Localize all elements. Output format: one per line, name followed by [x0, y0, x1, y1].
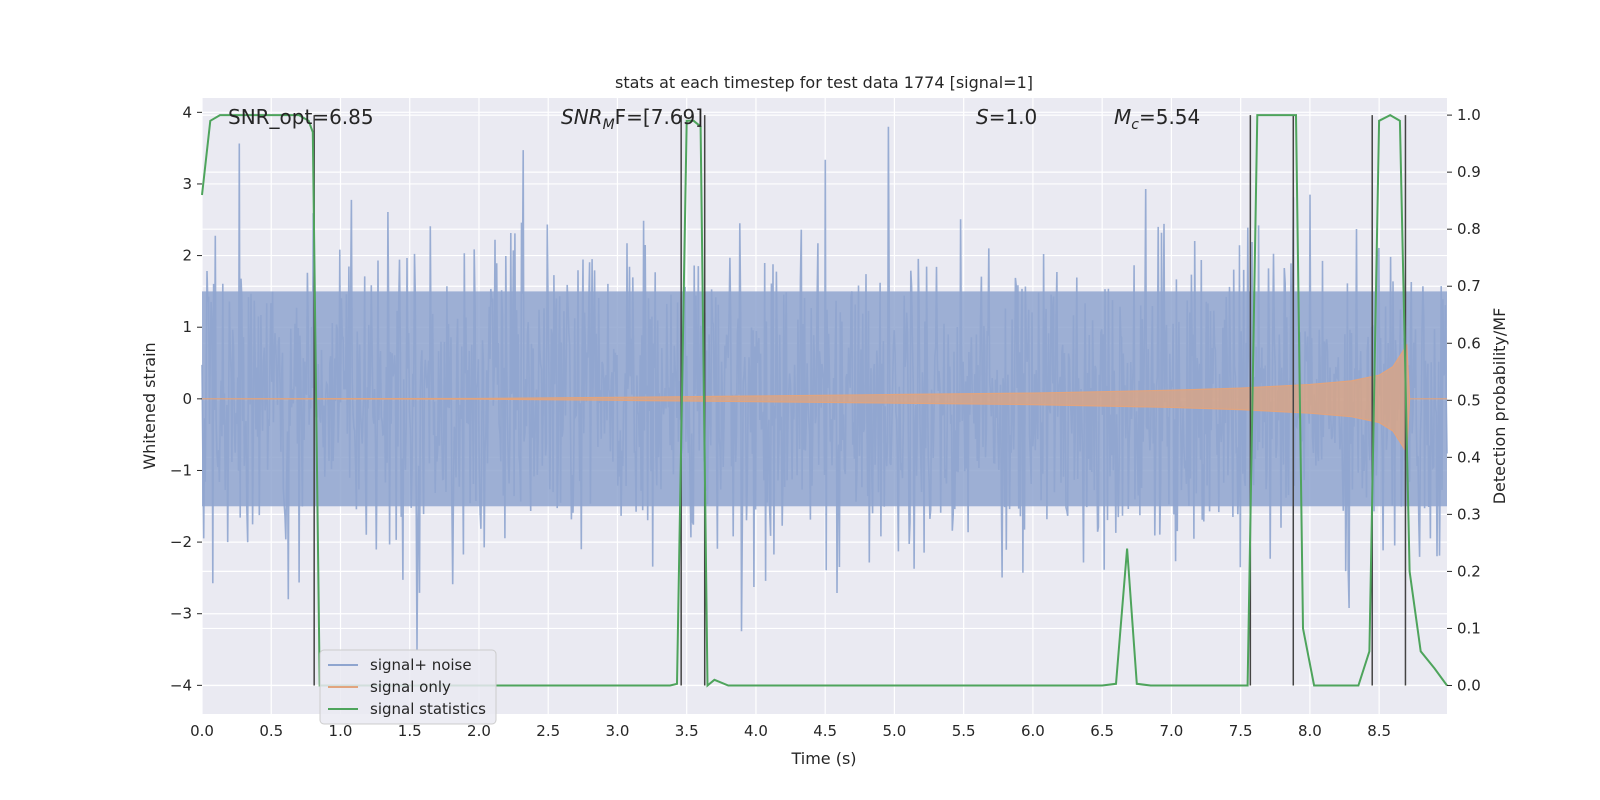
y-right-tick-label-1: 0.9 [1457, 163, 1481, 181]
x-tick-label-6: 3.0 [606, 722, 630, 740]
y-right-tick-label-5: 0.5 [1457, 391, 1481, 409]
y-right-tick-label-4: 0.6 [1457, 334, 1481, 352]
legend: signal+ noise signal only signal statist… [319, 649, 497, 725]
x-tick-label-17: 8.5 [1367, 722, 1391, 740]
y-right-tick-label-2: 0.8 [1457, 220, 1481, 238]
legend-label-signal-statistics: signal statistics [370, 700, 486, 718]
y-left-tick-label-5: −1 [170, 461, 192, 479]
annotation-snr-mf-rest: F=[7.69] [615, 105, 703, 129]
annotation-mc-rest: =5.54 [1139, 105, 1200, 129]
y-axis-left-ticks: 4 3 2 1 0 −1 −2 −3 −4 [170, 103, 202, 694]
series-signal-only [201, 343, 1447, 455]
y-axis-left-label: Whitened strain [140, 342, 159, 469]
y-right-tick-label-8: 0.2 [1457, 562, 1481, 580]
chart-title: stats at each timestep for test data 177… [615, 73, 1033, 92]
x-tick-label-7: 3.5 [675, 722, 699, 740]
x-tick-label-14: 7.0 [1159, 722, 1183, 740]
x-tick-label-8: 4.0 [744, 722, 768, 740]
x-tick-label-3: 1.5 [398, 722, 422, 740]
annotation-snr-opt: SNR_opt=6.85 [228, 105, 374, 129]
y-left-tick-label-3: 1 [182, 318, 192, 336]
y-right-tick-label-6: 0.4 [1457, 448, 1481, 466]
y-left-tick-label-1: 3 [182, 175, 192, 193]
y-right-tick-label-9: 0.1 [1457, 619, 1481, 637]
x-tick-label-5: 2.5 [536, 722, 560, 740]
annotation-snr-mf-base: SNR [561, 105, 603, 129]
x-tick-label-0: 0.0 [190, 722, 214, 740]
x-tick-label-11: 5.5 [952, 722, 976, 740]
y-left-tick-label-7: −3 [170, 605, 192, 623]
y-axis-right-label: Detection probability/MF [1490, 308, 1509, 505]
x-tick-label-15: 7.5 [1229, 722, 1253, 740]
annotation-s-base: S [976, 105, 989, 129]
x-tick-label-1: 0.5 [259, 722, 283, 740]
annotation-snr-mf: SNRMF=[7.69] [561, 105, 703, 133]
annotation-mc-value: Mc=5.54 [1114, 105, 1200, 133]
x-axis-label: Time (s) [790, 749, 856, 768]
annotation-snr-mf-sub: M [603, 117, 615, 133]
y-left-tick-label-8: −4 [170, 676, 192, 694]
y-right-tick-label-7: 0.3 [1457, 505, 1481, 523]
y-left-tick-label-0: 4 [182, 103, 192, 121]
y-left-tick-label-4: 0 [182, 390, 192, 408]
annotation-mc-base: M [1114, 105, 1131, 129]
y-right-tick-label-3: 0.7 [1457, 277, 1481, 295]
y-left-tick-label-2: 2 [182, 247, 192, 265]
x-tick-label-4: 2.0 [467, 722, 491, 740]
y-right-tick-label-0: 1.0 [1457, 106, 1481, 124]
legend-box [319, 649, 497, 725]
annotation-s-rest: =1.0 [989, 105, 1038, 129]
annotation-s-value: S=1.0 [976, 105, 1037, 129]
x-tick-label-12: 6.0 [1021, 722, 1045, 740]
x-tick-label-13: 6.5 [1090, 722, 1114, 740]
x-axis-ticks: 0.0 0.5 1.0 1.5 2.0 2.5 3.0 3.5 4.0 4.5 5.0 5.5 6.0 6… [190, 722, 1391, 740]
x-tick-label-2: 1.0 [329, 722, 353, 740]
x-tick-label-9: 4.5 [813, 722, 837, 740]
x-tick-label-16: 8.0 [1298, 722, 1322, 740]
y-axis-right-ticks: 1.0 0.9 0.8 0.7 0.6 0.5 0.4 0.3 0.2 0.1 0.0 [1447, 106, 1481, 694]
annotation-mc-sub: c [1131, 117, 1139, 133]
y-left-tick-label-6: −2 [170, 533, 192, 551]
y-right-tick-label-10: 0.0 [1457, 676, 1481, 694]
legend-label-signal-only: signal only [370, 678, 451, 696]
x-tick-label-10: 5.0 [883, 722, 907, 740]
signal-envelope [201, 343, 1447, 455]
legend-label-signal-noise: signal+ noise [370, 656, 472, 674]
